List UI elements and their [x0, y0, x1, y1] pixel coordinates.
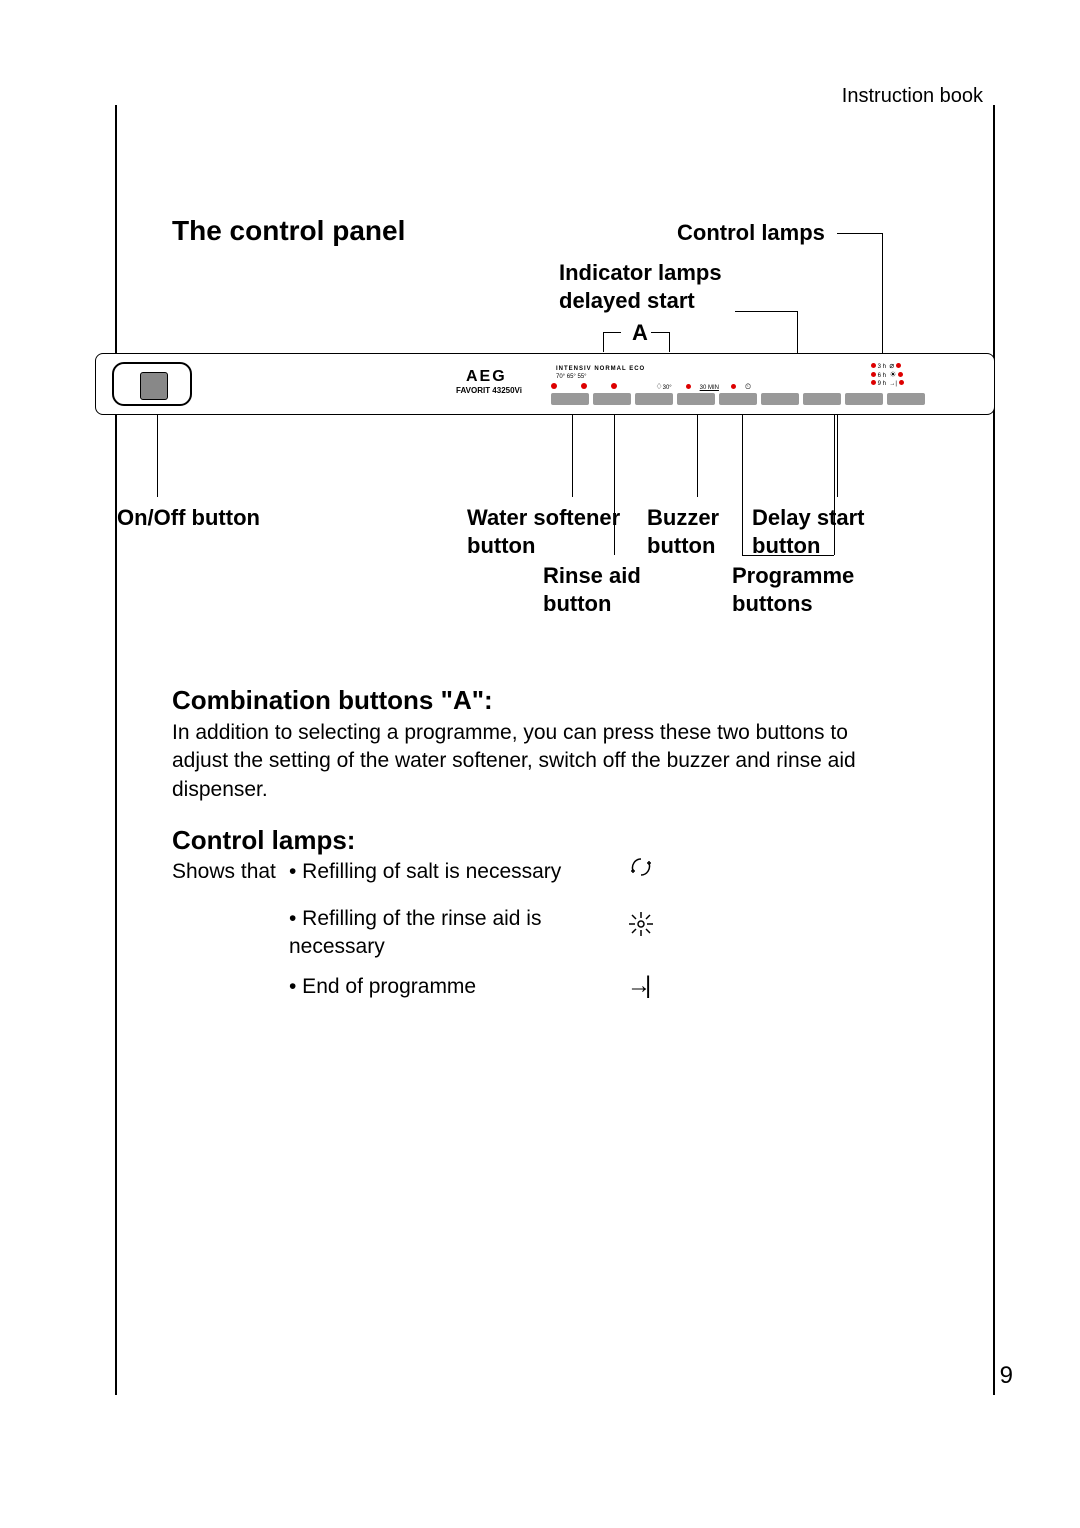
callout-line	[572, 415, 573, 497]
rinse-aid-callout: Rinse aid	[543, 563, 641, 589]
button-strip	[551, 392, 951, 406]
callout-line	[742, 415, 743, 555]
delay-indicators: 3 h ⌀ 6 h ☀ 9 h →|	[871, 362, 904, 388]
indicator-lamps-label: Indicator lamps	[559, 260, 722, 286]
onoff-inner	[140, 372, 168, 400]
header-label: Instruction book	[842, 85, 983, 108]
callout-line	[837, 233, 882, 234]
callout-line	[697, 415, 698, 497]
callout-line	[603, 332, 621, 333]
main-title: The control panel	[172, 215, 405, 247]
programme-labels: INTENSIV NORMAL ECO	[556, 366, 645, 372]
programme-callout: Programme	[732, 563, 854, 589]
combination-buttons-heading: Combination buttons "A":	[172, 685, 493, 716]
rinse-aid-callout2: button	[543, 591, 611, 617]
end-of-programme-icon: →|	[627, 972, 645, 1000]
delay-start-callout: Delay start	[752, 505, 865, 531]
callout-line	[735, 311, 797, 312]
page-frame: Instruction book The control panel Contr…	[115, 105, 995, 1395]
control-lamps-heading: Control lamps:	[172, 825, 355, 856]
buzzer-callout: Buzzer	[647, 505, 719, 531]
onoff-button-graphic	[112, 362, 192, 406]
end-of-programme-bullet: • End of programme	[289, 975, 476, 999]
rinse-aid-icon	[627, 910, 655, 945]
delay-start-callout2: button	[752, 533, 820, 559]
callout-line	[651, 332, 669, 333]
callout-line	[797, 311, 798, 353]
water-softener-callout2: button	[467, 533, 535, 559]
callout-line	[882, 233, 883, 353]
combination-buttons-text: In addition to selecting a programme, yo…	[172, 719, 882, 804]
control-lamps-label: Control lamps	[677, 220, 825, 246]
onoff-callout: On/Off button	[117, 505, 260, 531]
indicator-dots: ♢30° 30 MIN ⏲	[551, 376, 851, 386]
A-label: A	[632, 320, 648, 346]
salt-icon	[627, 853, 655, 888]
brand-logo: AEG	[466, 368, 507, 386]
callout-line	[669, 332, 670, 352]
page-number: 9	[1000, 1362, 1013, 1390]
salt-refill-bullet: • Refilling of salt is necessary	[289, 860, 561, 884]
model-label: FAVORIT 43250Vi	[456, 386, 522, 395]
buzzer-callout2: button	[647, 533, 715, 559]
programme-callout2: buttons	[732, 591, 813, 617]
rinse-aid-refill-bullet: • Refilling of the rinse aid is necessar…	[289, 905, 569, 962]
callout-line	[157, 415, 158, 497]
delayed-start-label: delayed start	[559, 288, 695, 314]
water-softener-callout: Water softener	[467, 505, 620, 531]
callout-line	[834, 415, 835, 555]
control-panel-diagram: AEG FAVORIT 43250Vi INTENSIV NORMAL ECO …	[95, 353, 995, 415]
callout-line	[837, 415, 838, 497]
callout-line	[614, 415, 615, 555]
shows-that-label: Shows that	[172, 860, 276, 884]
callout-line	[603, 332, 604, 352]
